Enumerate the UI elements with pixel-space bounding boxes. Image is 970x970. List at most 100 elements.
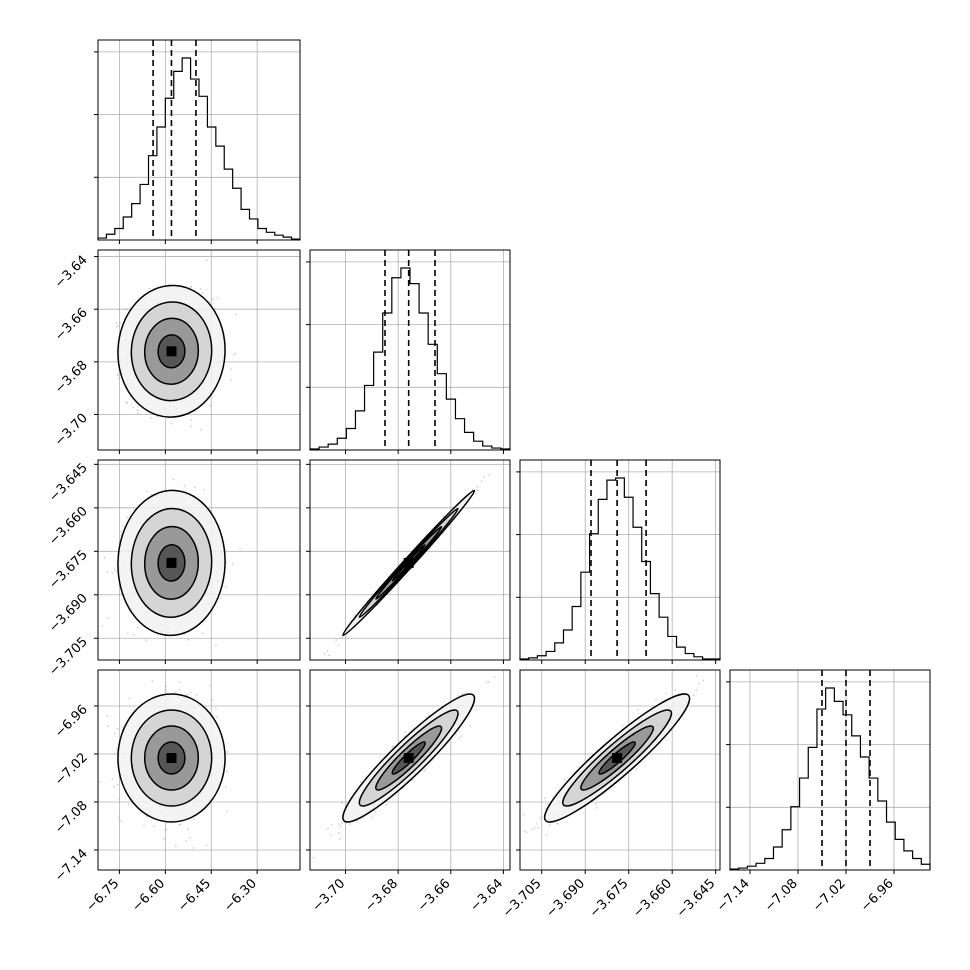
sample-point: [119, 820, 122, 822]
sample-point: [189, 286, 192, 289]
panel-frame: [729, 669, 931, 871]
sample-point: [113, 752, 116, 755]
sample-point: [391, 746, 394, 748]
sample-point: [118, 377, 120, 379]
sample-point: [214, 307, 217, 310]
sample-point: [219, 597, 222, 600]
panel-frame: [309, 459, 511, 661]
sample-point: [117, 325, 120, 327]
sample-point: [488, 681, 490, 683]
sample-point: [116, 374, 119, 377]
sample-point: [323, 653, 326, 655]
sample-point: [106, 714, 108, 717]
sample-point: [165, 685, 168, 688]
sample-point: [385, 803, 387, 806]
sample-point: [205, 844, 208, 847]
sample-point: [132, 406, 135, 409]
sample-point: [665, 692, 668, 695]
sample-point: [162, 837, 165, 840]
sample-point: [637, 708, 639, 711]
sample-point: [113, 786, 115, 788]
sample-point: [153, 825, 155, 827]
sample-point: [118, 797, 121, 800]
sample-point: [565, 820, 568, 823]
sample-point: [99, 781, 101, 783]
density-peak: [166, 753, 177, 763]
sample-point: [337, 823, 340, 825]
panel-frame: [309, 669, 511, 871]
panel-frame: [309, 249, 511, 451]
sample-point: [190, 419, 193, 421]
density-panel-3-0: [94, 669, 301, 874]
sample-point: [190, 285, 193, 288]
sample-point: [330, 834, 333, 836]
sample-point: [137, 412, 139, 415]
sample-point: [235, 313, 237, 316]
sample-point: [539, 817, 542, 819]
sample-point: [476, 489, 478, 492]
sample-point: [119, 321, 121, 324]
sample-point: [337, 644, 339, 647]
sample-point: [187, 828, 190, 831]
sample-point: [137, 462, 139, 464]
sample-point: [411, 779, 414, 782]
histogram-panel-0: [94, 39, 301, 244]
sample-point: [232, 562, 234, 565]
sample-point: [121, 525, 124, 527]
panel-frame: [519, 459, 721, 661]
panel-frame: [97, 669, 301, 871]
sample-point: [145, 639, 148, 642]
sample-point: [338, 831, 340, 834]
sample-point: [164, 688, 167, 691]
histogram-step-line: [97, 57, 301, 240]
sample-point: [464, 691, 467, 694]
sample-point: [172, 478, 175, 481]
sample-point: [151, 680, 154, 683]
density-peak: [403, 557, 414, 568]
sample-point: [107, 725, 109, 728]
sample-point: [476, 485, 479, 488]
density-panel-1-0: [94, 249, 301, 464]
sample-point: [136, 409, 139, 411]
density-panel-3-1: [306, 669, 511, 874]
sample-point: [193, 486, 196, 489]
sample-point: [179, 823, 181, 826]
sample-point: [185, 839, 187, 842]
sample-point: [120, 530, 122, 533]
sample-point: [224, 586, 227, 588]
panel-frame: [97, 39, 301, 241]
sample-point: [178, 681, 181, 683]
sample-point: [230, 368, 232, 370]
sample-point: [226, 751, 229, 753]
sample-point: [190, 425, 193, 428]
panel-frame: [97, 249, 301, 451]
sample-point: [341, 821, 344, 824]
sample-point: [557, 822, 559, 825]
sample-point: [455, 733, 457, 736]
sample-point: [655, 699, 657, 701]
sample-point: [185, 693, 188, 696]
sample-point: [424, 768, 427, 770]
sample-point: [206, 259, 208, 262]
sample-point: [106, 570, 109, 573]
sample-point: [155, 415, 158, 418]
sample-point: [178, 824, 181, 826]
sample-point: [189, 836, 192, 839]
sample-point: [143, 825, 145, 827]
sample-point: [483, 475, 486, 478]
sample-point: [121, 727, 124, 729]
sample-point: [485, 681, 488, 684]
sample-point: [212, 298, 214, 300]
sample-point: [525, 831, 528, 834]
sample-point: [461, 693, 464, 695]
sample-point: [211, 699, 214, 702]
sample-point: [225, 561, 228, 563]
density-panel-3-2: [516, 669, 721, 874]
sample-point: [326, 650, 329, 653]
histogram-step-line: [309, 267, 511, 450]
sample-point: [116, 727, 119, 730]
sample-point: [199, 288, 202, 291]
histogram-panel-3: [726, 669, 931, 874]
sample-point: [178, 689, 181, 691]
